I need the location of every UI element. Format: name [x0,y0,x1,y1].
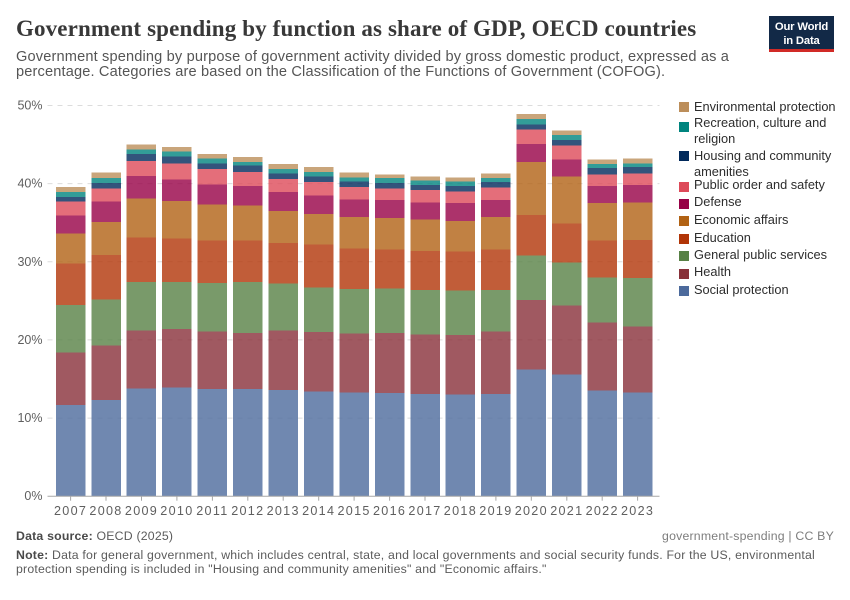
svg-text:2013: 2013 [267,504,300,518]
svg-text:2007: 2007 [54,504,87,518]
svg-text:2012: 2012 [231,504,264,518]
svg-text:2014: 2014 [302,504,335,518]
svg-text:2009: 2009 [125,504,158,518]
svg-text:2022: 2022 [586,504,619,518]
svg-text:2023: 2023 [621,504,654,518]
svg-text:2021: 2021 [550,504,583,518]
svg-text:2019: 2019 [479,504,512,518]
svg-text:2017: 2017 [408,504,441,518]
svg-text:50%: 50% [17,99,42,113]
svg-text:2015: 2015 [337,504,370,518]
svg-text:10%: 10% [17,411,42,425]
svg-text:2010: 2010 [160,504,193,518]
svg-text:0%: 0% [24,489,42,503]
svg-text:30%: 30% [17,255,42,269]
svg-text:2008: 2008 [89,504,122,518]
svg-text:40%: 40% [17,177,42,191]
svg-text:2018: 2018 [444,504,477,518]
svg-text:20%: 20% [17,333,42,347]
svg-text:2020: 2020 [515,504,548,518]
svg-text:2011: 2011 [196,504,228,518]
svg-text:2016: 2016 [373,504,406,518]
